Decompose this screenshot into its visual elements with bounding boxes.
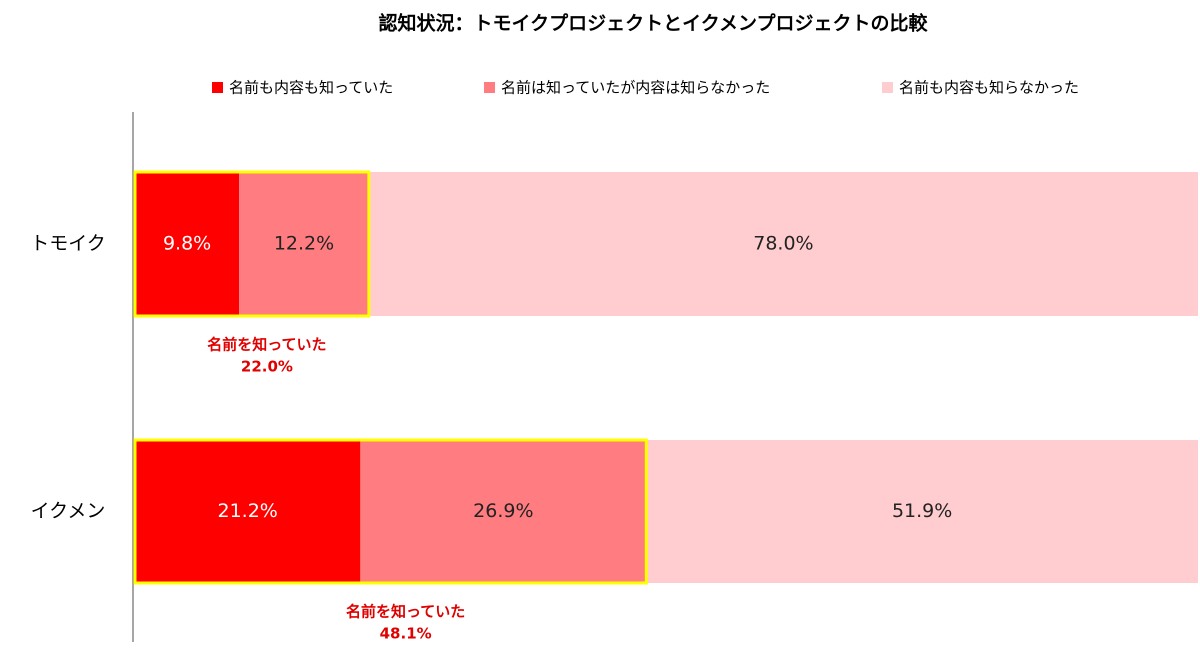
annotation-value: 22.0% [241,358,293,376]
data-label: 21.2% [217,500,277,522]
bar-segment [360,440,647,583]
bar-segment [239,172,369,316]
highlight-box [133,438,648,585]
highlight-box [133,170,371,318]
legend-label: 名前は知っていたが内容は知らなかった [501,79,770,97]
legend-label: 名前も内容も知らなかった [899,79,1079,97]
annotation-text: 名前を知っていた [207,336,326,354]
legend-label: 名前も内容も知っていた [229,79,393,97]
data-label: 9.8% [163,233,211,255]
bar-segment [135,440,361,583]
legend-swatch [882,82,893,93]
y-tick-label: トモイク [30,233,106,255]
legend-swatch [212,82,223,93]
data-label: 51.9% [892,500,952,522]
chart-title: 認知状況：トモイクプロジェクトとイクメンプロジェクトの比較 [379,12,929,35]
legend-swatch [484,82,495,93]
annotation-text: 名前を知っていた [346,603,465,621]
bar-segment [368,172,1198,316]
data-label: 26.9% [473,500,533,522]
annotation-value: 48.1% [380,625,432,643]
bar-segment [135,172,240,316]
data-label: 12.2% [274,233,334,255]
y-tick-label: イクメン [31,500,106,522]
bar-segment [646,440,1198,583]
data-label: 78.0% [753,233,813,255]
